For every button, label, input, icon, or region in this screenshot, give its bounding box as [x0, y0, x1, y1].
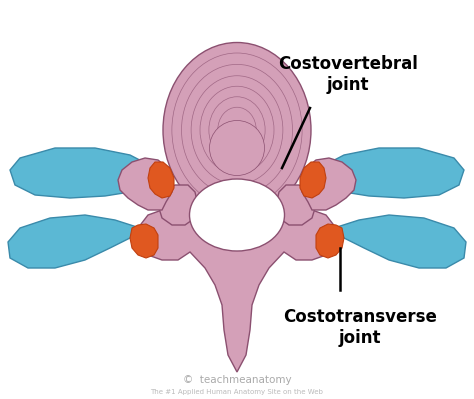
- Polygon shape: [10, 148, 158, 198]
- Polygon shape: [138, 182, 336, 372]
- Text: The #1 Applied Human Anatomy Site on the Web: The #1 Applied Human Anatomy Site on the…: [151, 389, 323, 395]
- Polygon shape: [332, 215, 466, 268]
- Polygon shape: [316, 148, 464, 198]
- Polygon shape: [158, 185, 198, 225]
- Text: ©  teachmeanatomy: © teachmeanatomy: [182, 375, 292, 385]
- Polygon shape: [118, 158, 172, 210]
- Polygon shape: [148, 162, 174, 198]
- Ellipse shape: [163, 43, 311, 217]
- Polygon shape: [8, 215, 142, 268]
- Text: Costotransverse
joint: Costotransverse joint: [283, 308, 437, 347]
- Polygon shape: [130, 224, 158, 258]
- Text: Costovertebral
joint: Costovertebral joint: [278, 55, 418, 94]
- Ellipse shape: [190, 179, 284, 251]
- Ellipse shape: [210, 120, 264, 176]
- Polygon shape: [316, 224, 344, 258]
- Polygon shape: [302, 158, 356, 210]
- Polygon shape: [300, 162, 326, 198]
- Polygon shape: [276, 185, 316, 225]
